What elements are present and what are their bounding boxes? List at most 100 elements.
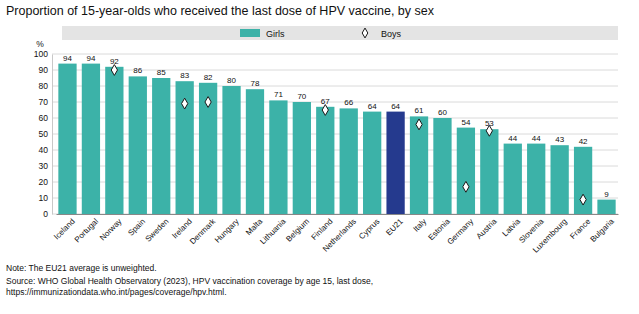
bar bbox=[363, 112, 381, 214]
data-label: 42 bbox=[579, 137, 588, 146]
data-label: 64 bbox=[368, 102, 377, 111]
data-label: 82 bbox=[204, 73, 213, 82]
tick-label: 0 bbox=[43, 209, 48, 219]
data-label: 94 bbox=[63, 54, 72, 63]
bar bbox=[246, 89, 264, 214]
tick-label: 20 bbox=[39, 177, 49, 187]
tick: Spain bbox=[126, 214, 147, 238]
tick-label: Italy bbox=[412, 217, 429, 234]
tick: 40 bbox=[39, 145, 52, 155]
tick-label: Bulgaria bbox=[589, 216, 617, 244]
data-label: 94 bbox=[86, 54, 95, 63]
plot-area bbox=[58, 64, 615, 214]
tick-label: Germany bbox=[445, 217, 475, 247]
note: Source: WHO Global Health Observatory (2… bbox=[6, 276, 373, 286]
bar bbox=[269, 100, 287, 214]
y-axis-title: % bbox=[36, 39, 44, 49]
data-label: 43 bbox=[555, 135, 564, 144]
legend-label: Girls bbox=[266, 29, 285, 39]
tick: 80 bbox=[39, 81, 52, 91]
legend-swatch bbox=[362, 28, 368, 38]
note: Note: The EU21 average is unweighted. bbox=[6, 263, 157, 273]
tick: 30 bbox=[39, 161, 52, 171]
bar bbox=[105, 67, 123, 214]
y-axis: 0102030405060708090100 bbox=[34, 49, 53, 219]
marker bbox=[111, 65, 117, 76]
bar bbox=[386, 112, 404, 214]
tick: Bulgaria bbox=[589, 214, 617, 244]
bar bbox=[527, 144, 545, 214]
tick-label: Sweden bbox=[144, 217, 171, 244]
tick: Italy bbox=[412, 214, 429, 234]
bar bbox=[433, 118, 451, 214]
bar bbox=[574, 147, 592, 214]
data-labels: 9494928685838280787170676664646160545344… bbox=[63, 54, 609, 199]
data-label: 44 bbox=[508, 134, 517, 143]
tick-label: 80 bbox=[39, 81, 49, 91]
tick-label: 50 bbox=[39, 129, 49, 139]
tick: 100 bbox=[34, 49, 52, 59]
tick: Denmark bbox=[188, 214, 218, 246]
bar bbox=[480, 129, 498, 214]
data-label: 61 bbox=[415, 106, 424, 115]
marker bbox=[463, 181, 469, 192]
marker bbox=[182, 98, 188, 109]
tick-label: Belgium bbox=[284, 217, 311, 244]
tick: Cyprus bbox=[357, 214, 381, 241]
data-label: 54 bbox=[461, 118, 470, 127]
data-label: 83 bbox=[180, 71, 189, 80]
title: Proportion of 15-year-olds who received … bbox=[6, 4, 435, 18]
tick: Germany bbox=[445, 214, 475, 247]
tick-label: Netherlands bbox=[321, 217, 358, 254]
tick: EU21 bbox=[384, 214, 405, 237]
bar bbox=[82, 64, 100, 214]
marker bbox=[205, 97, 211, 108]
tick-label: 10 bbox=[39, 193, 49, 203]
data-label: 64 bbox=[391, 102, 400, 111]
bar bbox=[504, 144, 522, 214]
marker bbox=[580, 194, 586, 205]
bar bbox=[293, 102, 311, 214]
data-label: 86 bbox=[133, 66, 142, 75]
data-label: 78 bbox=[251, 79, 260, 88]
bar bbox=[457, 128, 475, 214]
tick-label: Latvia bbox=[501, 216, 523, 238]
data-label: 71 bbox=[274, 90, 283, 99]
tick: Latvia bbox=[501, 214, 523, 238]
x-axis: IcelandPortugalNorwaySpainSwedenIrelandD… bbox=[52, 214, 618, 255]
legend-swatch bbox=[240, 29, 260, 37]
data-label: 80 bbox=[227, 76, 236, 85]
marker bbox=[416, 119, 422, 130]
tick: Luxembourg bbox=[531, 214, 569, 255]
tick: Portugal bbox=[73, 214, 101, 244]
tick: Sweden bbox=[144, 214, 171, 244]
tick-label: 100 bbox=[34, 49, 48, 59]
tick-label: Spain bbox=[126, 217, 147, 238]
bar bbox=[152, 78, 170, 214]
bar bbox=[597, 200, 615, 214]
tick: 0 bbox=[43, 209, 52, 219]
tick: 90 bbox=[39, 65, 52, 75]
data-label: 53 bbox=[485, 119, 494, 128]
tick: Malta bbox=[244, 214, 265, 237]
tick: Austria bbox=[475, 214, 499, 241]
tick-label: Lithuania bbox=[258, 216, 288, 246]
tick: 60 bbox=[39, 113, 52, 123]
bar bbox=[129, 76, 147, 214]
tick: 20 bbox=[39, 177, 52, 187]
tick: Lithuania bbox=[258, 214, 288, 246]
tick-label: Austria bbox=[475, 216, 499, 240]
axis-line bbox=[52, 55, 53, 215]
bar bbox=[551, 145, 569, 214]
grid-line bbox=[52, 54, 618, 55]
tick-label: Luxembourg bbox=[531, 217, 569, 255]
tick: Belgium bbox=[284, 214, 311, 244]
data-label: 60 bbox=[438, 108, 447, 117]
legend-label: Boys bbox=[381, 29, 402, 39]
data-label: 66 bbox=[344, 98, 353, 107]
bar bbox=[199, 83, 217, 214]
tick-label: Hungary bbox=[213, 217, 241, 245]
data-label: 85 bbox=[157, 68, 166, 77]
tick: 50 bbox=[39, 129, 52, 139]
data-label: 92 bbox=[110, 57, 119, 66]
